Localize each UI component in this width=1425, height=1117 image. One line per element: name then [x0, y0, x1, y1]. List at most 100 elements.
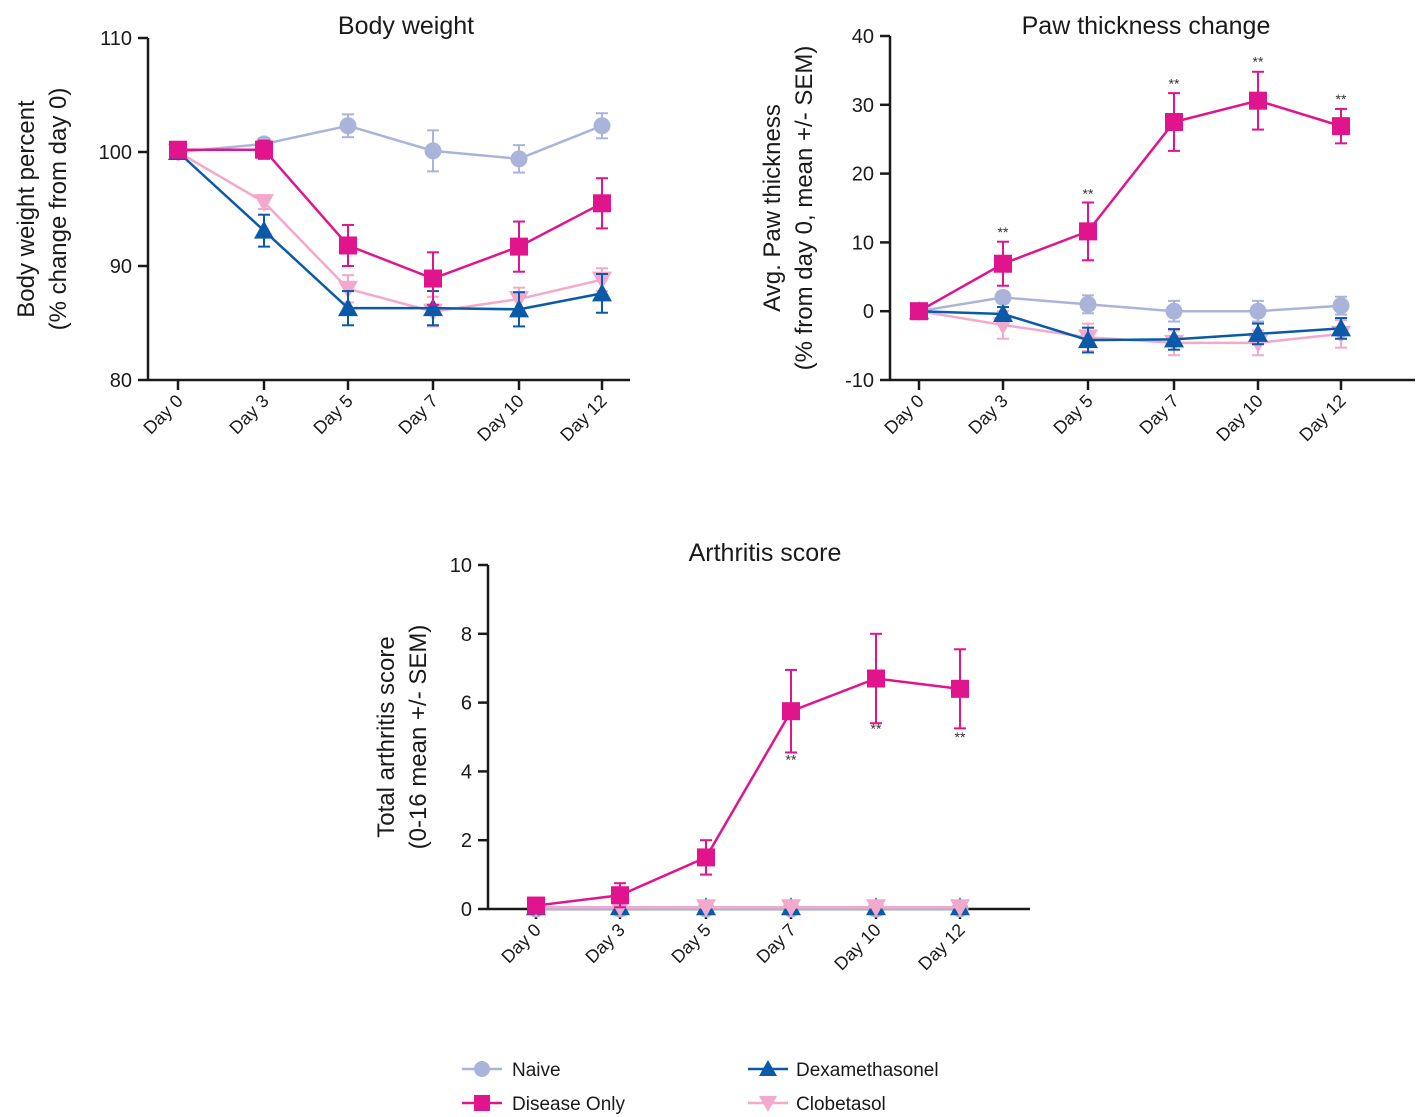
series-line-disease	[535, 677, 961, 907]
significance-marker: **	[786, 752, 797, 768]
series-dexamethasone	[909, 301, 1351, 354]
legend-marker-disease	[474, 1095, 490, 1111]
x-tick-label: Day 7	[394, 391, 441, 438]
y-tick-label: -10	[845, 370, 874, 392]
y-tick-label: 20	[852, 164, 874, 186]
data-point-disease	[910, 302, 928, 321]
legend-label-naive: Naive	[512, 1060, 561, 1081]
significance-marker: **	[1169, 75, 1180, 91]
x-tick-label: Day 3	[581, 920, 628, 967]
series-disease	[169, 139, 611, 306]
y-axis-label-line-2: (0-16 mean +/- SEM)	[405, 625, 432, 850]
data-point-naive	[1079, 295, 1097, 313]
x-tick-label: Day 12	[1295, 391, 1349, 445]
y-tick-label: 4	[461, 761, 472, 783]
x-tick-label: Day 5	[667, 920, 714, 967]
legend-item-naive: Naive	[462, 1060, 561, 1081]
y-tick-label: 6	[461, 693, 472, 715]
data-point-dexamethasone	[592, 283, 612, 302]
data-point-naive	[424, 142, 442, 160]
significance-marker: **	[1336, 91, 1347, 107]
data-point-disease	[994, 254, 1012, 273]
y-axis-label-line-2: (% change from day 0)	[45, 88, 72, 331]
data-point-disease	[255, 140, 273, 159]
x-tick-label: Day 10	[473, 391, 527, 445]
significance-marker: **	[871, 721, 882, 737]
data-point-clobetasol	[338, 280, 358, 299]
data-point-naive	[1332, 297, 1350, 315]
x-tick-label: Day 10	[830, 920, 884, 974]
x-tick-label: Day 0	[139, 391, 186, 438]
y-tick-label: 40	[852, 26, 874, 48]
data-point-naive	[339, 117, 357, 135]
legend-marker-dexamethasone	[759, 1060, 777, 1076]
x-tick-label: Day 7	[1135, 391, 1182, 438]
y-tick-label: 30	[852, 95, 874, 117]
data-point-disease	[611, 886, 629, 905]
series-line-clobetasol	[918, 309, 1342, 345]
data-point-dexamethasone	[423, 298, 443, 317]
data-point-clobetasol	[254, 194, 274, 213]
x-tick-label: Day 12	[914, 920, 968, 974]
data-point-disease	[1079, 222, 1097, 241]
data-point-naive	[994, 288, 1012, 306]
series-line-disease	[918, 99, 1342, 313]
data-point-disease	[867, 669, 885, 688]
series-naive	[527, 900, 969, 918]
x-tick-label: Day 3	[225, 391, 272, 438]
data-point-clobetasol	[781, 899, 801, 918]
data-point-disease	[527, 896, 545, 915]
series-line-naive	[177, 124, 603, 161]
y-tick-label: 100	[99, 142, 132, 164]
data-point-disease	[593, 194, 611, 213]
chart-title: Body weight	[338, 12, 474, 40]
y-axis-label-line-1: Total arthritis score	[373, 636, 400, 837]
paw-thickness-chart: Paw thickness change Avg. Paw thickness (%…	[759, 12, 1415, 445]
legend-marker-naive	[474, 1061, 490, 1077]
data-point-disease	[1332, 117, 1350, 136]
y-axis-label-line-1: Body weight percent	[13, 100, 40, 318]
x-tick-label: Day 10	[1212, 391, 1266, 445]
data-point-dexamethasone	[1078, 330, 1098, 349]
series-naive	[169, 112, 611, 174]
y-tick-label: 0	[461, 899, 472, 921]
data-point-dexamethasone	[1331, 318, 1351, 337]
legend-item-clobetasol: Clobetasol	[748, 1094, 886, 1115]
data-point-dexamethasone	[993, 303, 1013, 322]
series-disease	[527, 632, 969, 915]
legend-marker-clobetasol	[759, 1096, 777, 1112]
significance-marker: **	[955, 729, 966, 745]
legend-item-disease: Disease Only	[462, 1094, 625, 1115]
data-point-clobetasol	[950, 899, 970, 918]
significance-marker: **	[1083, 185, 1094, 201]
data-point-naive	[1249, 302, 1267, 320]
series-line-clobetasol	[177, 150, 603, 313]
chart-title: Paw thickness change	[1022, 12, 1271, 40]
x-tick-label: Day 5	[1049, 391, 1096, 438]
data-point-dexamethasone	[1248, 323, 1268, 342]
x-tick-label: Day 12	[556, 391, 610, 445]
data-point-dexamethasone	[1164, 329, 1184, 348]
y-tick-label: 2	[461, 830, 472, 852]
data-point-clobetasol	[696, 899, 716, 918]
data-point-disease	[782, 702, 800, 721]
data-point-disease	[1249, 91, 1267, 110]
x-tick-label: Day 0	[880, 391, 927, 438]
series-clobetasol	[168, 144, 612, 328]
data-point-clobetasol	[866, 899, 886, 918]
data-point-disease	[424, 269, 442, 288]
x-tick-label: Day 7	[752, 920, 799, 967]
y-tick-label: 10	[852, 232, 874, 254]
series-disease	[910, 70, 1350, 321]
series-line-naive	[918, 296, 1342, 313]
series-line-dexamethasone	[918, 309, 1342, 342]
data-point-disease	[169, 140, 187, 159]
series-line-dexamethasone	[177, 151, 603, 311]
legend-item-dexamethasone: Dexamethasonel	[748, 1060, 939, 1081]
series-naive	[910, 288, 1350, 323]
data-point-dexamethasone	[338, 298, 358, 317]
x-tick-label: Day 0	[497, 920, 544, 967]
y-tick-label: 90	[110, 256, 132, 278]
data-point-dexamethasone	[254, 220, 274, 239]
